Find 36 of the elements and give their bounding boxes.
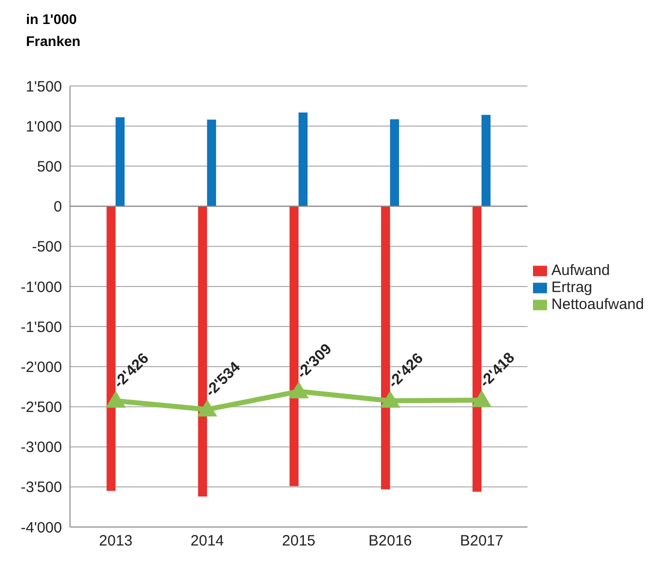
point [380,390,400,408]
y-tick-label: 1'500 [26,78,62,96]
point [106,390,126,408]
y-tick-label: -1'000 [20,278,62,296]
bar [290,206,299,486]
y-tick-label: 1'000 [26,118,62,136]
point [197,399,218,416]
y-axis-title: in 1'000 Franken [26,10,80,51]
point [472,390,492,408]
point [288,381,309,398]
bar [390,119,400,206]
bar [207,120,216,206]
bar [381,206,390,490]
y-tick-label: -2'000 [20,358,62,376]
y-tick-label: -3'000 [20,439,62,456]
bar [116,117,125,206]
bar [106,206,116,491]
y-tick-label: -500 [32,238,62,256]
bar [472,206,482,492]
x-tick-label: B2017 [460,532,504,550]
x-tick-label: 2013 [99,532,132,550]
legend-label: Aufwand [551,262,610,279]
x-tick-label: B2016 [368,532,412,550]
y-tick-label: -1'500 [20,318,62,336]
y-tick-label: -2'500 [20,399,62,416]
bar [298,112,308,206]
y-tick-label: 500 [36,158,62,176]
y-tick-label: -3'500 [20,479,62,496]
legend-label: Nettoaufwand [551,296,644,313]
y-tick-label: 0 [54,198,62,216]
y-tick-label: -4'000 [20,519,62,536]
bar [198,206,208,497]
bar [482,114,491,206]
x-tick-label: 2015 [282,532,316,550]
legend-label: Ertrag [551,279,592,296]
x-tick-label: 2014 [190,532,224,550]
